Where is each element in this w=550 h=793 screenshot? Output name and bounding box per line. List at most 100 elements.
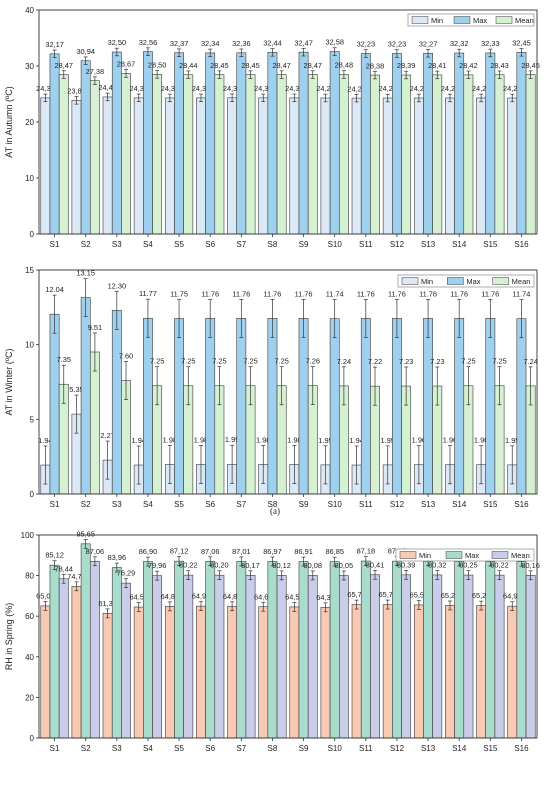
bar-max (454, 318, 465, 495)
data-label: 30,94 (76, 47, 95, 56)
y-tick-label: 80 (25, 572, 34, 581)
bar-min (445, 605, 455, 739)
x-tick-label: S14 (452, 744, 467, 753)
data-label: 11.76 (388, 289, 406, 298)
data-label: 7.23 (430, 357, 444, 366)
y-axis-label: RH in Spring (%) (4, 603, 14, 671)
data-label: 7.22 (368, 357, 382, 366)
data-label: 80,08 (304, 561, 323, 570)
bar-min (102, 96, 113, 235)
y-tick-label: 0 (30, 734, 35, 743)
x-tick-label: S12 (390, 500, 405, 509)
legend-swatch-mean (495, 16, 513, 24)
data-label: 28,38 (366, 61, 385, 70)
data-label: 28,45 (521, 61, 540, 70)
data-label: 28,67 (117, 60, 136, 69)
data-label: 32,56 (139, 38, 158, 47)
x-tick-label: S1 (50, 500, 60, 509)
bar-mean (338, 575, 349, 739)
bar-max (392, 318, 402, 495)
data-label: 80,22 (179, 561, 198, 570)
bar-max (454, 52, 465, 235)
bar-min (351, 604, 362, 739)
y-tick-label: 40 (25, 653, 34, 662)
data-label: 65,22 (472, 591, 491, 600)
y-tick-label: 30 (25, 62, 34, 71)
bar-min (133, 606, 144, 739)
legend: Min Max Mean (407, 13, 535, 27)
x-tick-label: S4 (143, 240, 153, 249)
data-label: 5.35 (69, 385, 83, 394)
bar-mean (370, 74, 380, 235)
data-label: 32,34 (201, 39, 220, 48)
bar-mean (432, 74, 443, 235)
legend-swatch-max (447, 277, 464, 285)
data-label: 24,32 (223, 84, 242, 93)
bar-min (413, 604, 424, 739)
bar-min (133, 97, 144, 235)
x-tick-label: S5 (174, 240, 184, 249)
data-label: 7.35 (57, 355, 71, 364)
bar-max (485, 318, 496, 495)
data-label: 64,95 (192, 592, 211, 601)
x-tick-label: S10 (328, 500, 343, 509)
bar-max (80, 60, 91, 235)
y-tick-label: 10 (25, 174, 34, 183)
data-label: 80,32 (428, 560, 447, 569)
data-label: 87,18 (357, 547, 376, 556)
x-tick-label: S14 (452, 500, 467, 509)
data-label: 65,72 (347, 590, 366, 599)
x-tick-label: S6 (205, 500, 215, 509)
x-tick-label: S5 (174, 744, 184, 753)
data-label: 80,12 (272, 561, 291, 570)
bar-min (289, 97, 300, 235)
bar-min (102, 613, 113, 739)
data-label: 64,94 (503, 592, 522, 601)
x-tick-label: S10 (328, 240, 343, 249)
data-label: 65,08 (36, 591, 55, 600)
plot-frame (38, 534, 538, 739)
data-label: 1.96 (412, 436, 426, 445)
bar-mean (370, 574, 380, 739)
x-tick-label: S7 (236, 744, 246, 753)
bar-min (71, 100, 82, 235)
bar-max (143, 561, 153, 739)
data-label: 64,57 (285, 592, 304, 601)
x-tick-label: S9 (299, 500, 309, 509)
x-tick-label: S6 (205, 240, 215, 249)
data-label: 80,41 (366, 560, 385, 569)
y-tick-label: 0 (30, 490, 35, 499)
legend-label-max: Max (466, 277, 480, 286)
y-tick-label: 60 (25, 612, 34, 621)
data-label: 65,55 (410, 590, 429, 599)
data-label: 28,47 (272, 61, 291, 70)
bar-mean (214, 74, 225, 235)
bar-mean (494, 74, 505, 235)
bar-min (476, 97, 487, 235)
data-label: 28,48 (335, 61, 354, 70)
bar-mean (89, 351, 100, 495)
data-label: 7.60 (119, 351, 133, 360)
data-label: 28,41 (428, 61, 447, 70)
bar-max (111, 51, 122, 235)
x-tick-label: S1 (50, 240, 60, 249)
bar-min (258, 97, 269, 235)
data-label: 64,67 (254, 592, 273, 601)
bar-max (392, 560, 402, 739)
x-tick-label: S1 (50, 744, 60, 753)
data-label: 32,47 (294, 38, 313, 47)
data-label: 1.95 (505, 436, 519, 445)
bar-max (454, 561, 465, 739)
data-label: 1.98 (194, 435, 208, 444)
bar-min (227, 605, 238, 739)
data-label: 80,16 (521, 561, 540, 570)
data-label: 24,28 (378, 84, 397, 93)
data-label: 32,27 (419, 39, 438, 48)
bar-max (111, 310, 122, 495)
x-tick-label: S14 (452, 240, 467, 249)
bar-mean (121, 73, 131, 235)
data-label: 95,65 (76, 529, 95, 538)
bar-min (382, 97, 393, 235)
legend-label-min: Min (419, 551, 431, 560)
legend-label-min: Min (431, 16, 443, 25)
